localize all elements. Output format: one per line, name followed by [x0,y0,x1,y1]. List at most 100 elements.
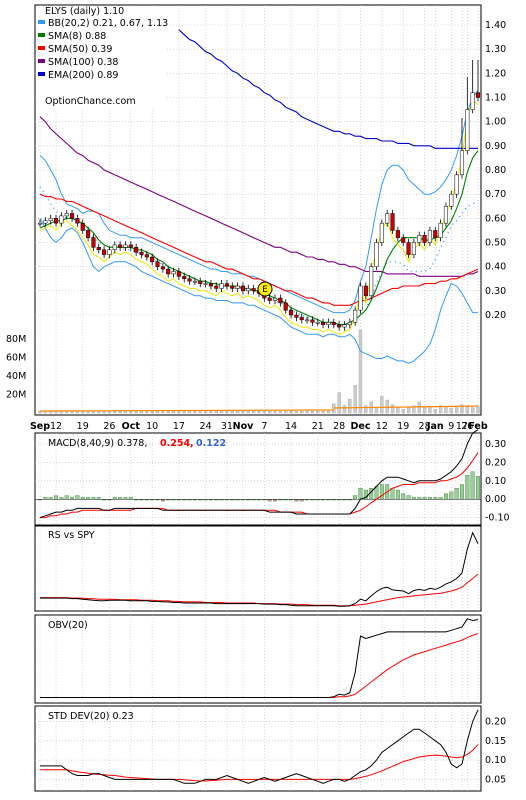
candle-body [112,244,117,251]
volume-bar [150,410,154,414]
volume-bar [433,409,437,414]
macd-signal-value: 0.254, [160,438,194,449]
date-tick-label: Feb [468,421,488,432]
price-tick-label: 0.30 [485,286,506,297]
macd-histogram-bar [64,495,69,500]
std-line [40,709,479,784]
date-tick-label: Jan [426,421,444,432]
macd-histogram-bar [460,484,464,500]
std-lines [40,709,479,784]
obv-panel-frame [34,614,482,704]
candle-body [390,213,395,231]
candle-body [310,319,315,323]
candle-body [470,92,475,110]
rs-panel-frame [34,525,482,612]
candle-body [64,213,69,217]
candle-body [144,254,149,258]
volume-bar [129,410,133,414]
rs-title: RS vs SPY [48,530,95,541]
candle-body [107,249,112,255]
date-tick-label: Oct [122,421,141,432]
volume-bar [91,410,96,414]
legend-swatch [38,59,45,63]
macd-line [39,429,479,519]
volume-bar [182,410,186,414]
volume-bars [38,329,480,414]
rs-panel: RS vs SPY [34,525,482,612]
bb-lower-line [39,218,478,364]
ema200-line [178,29,478,149]
volume-average-line [333,405,479,409]
volume-bar [337,392,341,414]
legend-swatch [38,72,45,76]
candle-body [267,297,272,301]
volume-bar [358,329,363,414]
volume-bar [438,405,443,414]
candle-body [59,215,64,224]
price-tick-label: 0.60 [485,213,506,224]
candle-body [240,285,246,292]
price-tick-label: 1.30 [485,44,506,55]
candle-body [422,235,427,243]
volume-bar [289,410,293,414]
volume-bar [326,410,331,414]
volume-bar [470,407,475,414]
candle-body [37,222,43,225]
volume-bar [262,410,267,414]
candle-body [272,297,278,301]
std-y-ticks: 0.20 0.15 0.10 0.05 [485,716,506,785]
legend-label: SMA(100) 0.38 [48,57,118,68]
candle-body [198,280,203,284]
date-tick-label: Nov [233,421,254,432]
volume-bar [219,410,224,414]
date-tick-label: 12 [50,421,62,432]
volume-bar [284,410,288,414]
macd-title: MACD(8,40,9) 0.378, [48,438,147,449]
legend-label: EMA(200) 0.89 [48,70,118,81]
volume-bar [145,410,149,414]
candle-body [305,319,310,322]
obv-panel: OBV(20) [34,614,482,704]
volume-bar [385,399,389,414]
std-panel: 0.20 0.15 0.10 0.05 STD DEV(20) 0.23 [34,705,506,792]
volume-bar [209,410,213,414]
obv-lines [40,618,479,698]
volume-bar [396,407,400,414]
legend-label: BB(20,2) 0.21, 0.67, 1.13 [48,18,168,29]
volume-tick-label: 80M [6,334,26,345]
volume-bar [246,410,251,414]
volume-tick-label: 40M [6,371,26,382]
volume-bar [273,410,277,414]
volume-bar [380,396,384,414]
candle-body [369,266,374,296]
volume-bar [107,410,112,414]
volume-bar [38,410,42,414]
candle-body [363,285,368,296]
candle-body [385,213,390,224]
volume-bar [278,410,283,414]
volume-bar [251,410,256,414]
legend: BB(20,2) 0.21, 0.67, 1.13 SMA(8) 0.88 SMA(… [38,18,168,81]
candle-body [278,297,283,304]
date-tick-label: 12 [376,421,388,432]
candle-body [219,283,224,289]
candle-body [192,280,197,283]
obv-line [40,618,479,698]
price-tick-label: 0.70 [485,189,506,200]
legend-swatch [38,46,45,50]
candle-body [283,302,288,311]
chart-title: ELYS (daily) 1.10 [45,6,124,17]
volume-bar [241,410,245,414]
volume-bar [412,405,416,414]
candle-body [235,285,240,289]
volume-tick-label: 60M [6,353,26,364]
candle-body [128,244,133,248]
macd-histogram-bar [476,476,480,500]
volume-bar [374,407,379,414]
date-x-ticks: Sep 12 19 26 Oct 10 17 24 31 Nov 7 14 21 28 Dec 12 19 28J… [30,421,488,432]
macd-histogram-bar [358,488,363,500]
candle-body [160,266,165,270]
date-tick-label: 26 [103,421,115,432]
candle-body [288,309,294,316]
volume-bar [476,406,480,414]
